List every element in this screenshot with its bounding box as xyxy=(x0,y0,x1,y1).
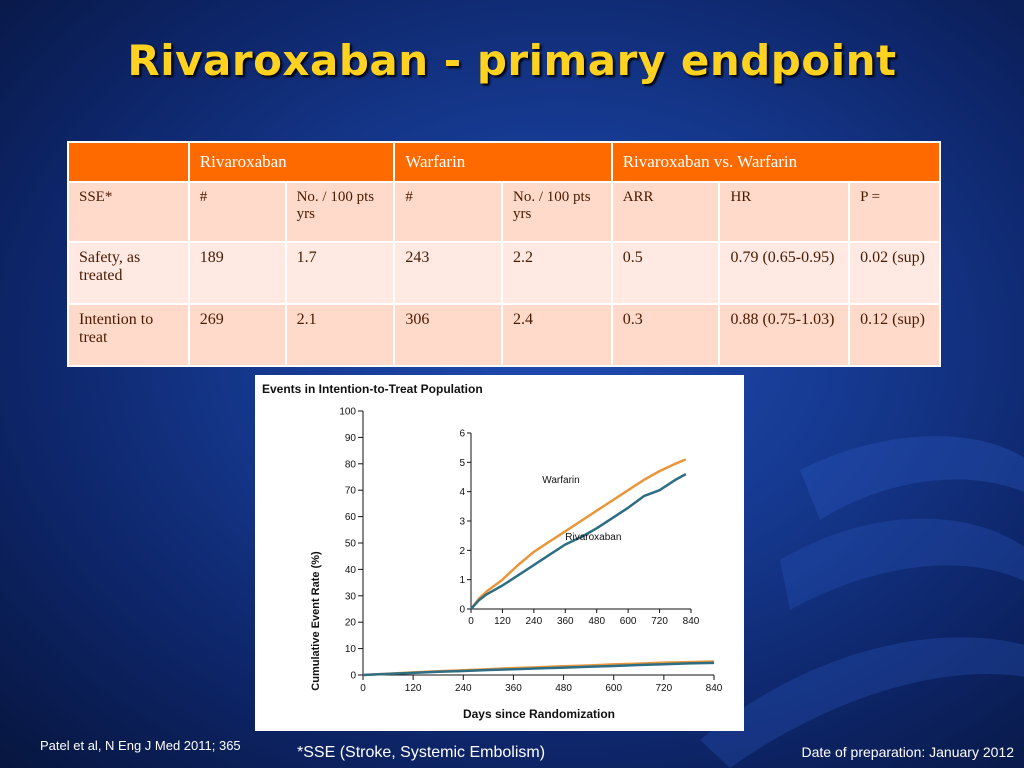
subheader-cell: ARR xyxy=(610,181,721,243)
inset-axes: 0 1 2 3 4 5 6 0 120 240 360 480 600 720 840 xyxy=(459,429,699,628)
header-cell-rivaroxaban: Rivaroxaban xyxy=(187,141,396,183)
footnote: *SSE (Stroke, Systemic Embolism) xyxy=(297,744,546,761)
table-cell: Safety, as treated xyxy=(67,240,190,305)
chart-panel: Events in Intention-to-Treat Population … xyxy=(255,375,744,731)
table-cell: 0.5 xyxy=(610,240,721,305)
subheader-cell: P = xyxy=(848,181,941,243)
series-label-warfarin: Warfarin xyxy=(542,475,579,486)
main-y-tick-label: 90 xyxy=(345,433,357,444)
inset-x-tick-label: 360 xyxy=(557,616,574,627)
table-cell: 0.02 (sup) xyxy=(848,240,941,305)
table-cell: 1.7 xyxy=(284,240,396,305)
main-y-tick-label: 20 xyxy=(345,618,357,629)
main-series-line-rivaroxaban xyxy=(362,661,715,677)
table-cell: 2.4 xyxy=(501,302,613,368)
inset-x-tick-label: 480 xyxy=(588,616,605,627)
results-table: Rivaroxaban Warfarin Rivaroxaban vs. War… xyxy=(67,141,942,368)
main-y-tick-label: 70 xyxy=(345,486,357,497)
inset-x-tick-label: 720 xyxy=(651,616,668,627)
main-lines xyxy=(362,660,715,677)
main-y-tick-label: 80 xyxy=(345,459,357,470)
subheader-cell: No. / 100 pts yrs xyxy=(284,181,396,243)
table-cell: 269 xyxy=(187,302,287,368)
inset-y-tick-label: 0 xyxy=(459,605,465,616)
inset-x-tick-label: 600 xyxy=(620,616,637,627)
table-cell: 0.3 xyxy=(610,302,721,368)
date-of-preparation: Date of preparation: January 2012 xyxy=(801,744,1014,760)
chart-title: Events in Intention-to-Treat Population xyxy=(262,382,483,396)
main-x-tick-label: 240 xyxy=(455,683,472,694)
inset-y-tick-label: 5 xyxy=(459,458,465,469)
subheader-cell: No. / 100 pts yrs xyxy=(501,181,613,243)
inset-y-tick-label: 1 xyxy=(459,575,465,586)
main-x-tick-label: 120 xyxy=(405,683,422,694)
table-cell: 0.88 (0.75-1.03) xyxy=(718,302,851,368)
main-y-tick-label: 10 xyxy=(345,644,357,655)
subheader-cell: HR xyxy=(718,181,851,243)
subheader-cell: SSE* xyxy=(67,181,190,243)
table-cell: 2.2 xyxy=(501,240,613,305)
inset-x-tick-label: 120 xyxy=(494,616,511,627)
main-x-tick-label: 480 xyxy=(555,683,572,694)
inset-y-tick-label: 2 xyxy=(459,546,465,557)
table-row: Safety, as treated 189 1.7 243 2.2 0.5 0… xyxy=(67,240,941,305)
main-y-tick-label: 50 xyxy=(345,539,357,550)
main-x-tick-label: 600 xyxy=(605,683,622,694)
main-x-tick-label: 840 xyxy=(706,683,723,694)
table-cell: 2.1 xyxy=(284,302,396,368)
inset-x-tick-label: 240 xyxy=(526,616,543,627)
inset-series-line-warfarin xyxy=(470,458,687,610)
citation: Patel et al, N Eng J Med 2011; 365 xyxy=(40,738,241,753)
header-cell-warfarin: Warfarin xyxy=(393,141,613,183)
main-x-tick-label: 720 xyxy=(656,683,673,694)
table-cell: 0.79 (0.65-0.95) xyxy=(718,240,851,305)
table-cell: 306 xyxy=(393,302,504,368)
table-cell: Intention to treat xyxy=(67,302,190,368)
subheader-cell: # xyxy=(393,181,504,243)
y-axis-label: Cumulative Event Rate (%) xyxy=(310,551,322,691)
events-chart: Events in Intention-to-Treat Population … xyxy=(262,382,723,721)
table-row: Intention to treat 269 2.1 306 2.4 0.3 0… xyxy=(67,302,941,368)
header-cell xyxy=(67,141,190,183)
table-cell: 189 xyxy=(187,240,287,305)
main-y-tick-label: 30 xyxy=(345,591,357,602)
header-cell-comparison: Rivaroxaban vs. Warfarin xyxy=(610,141,942,183)
slide-title: Rivaroxaban - primary endpoint xyxy=(127,36,897,85)
main-y-tick-label: 100 xyxy=(339,407,356,418)
main-y-tick-label: 40 xyxy=(345,565,357,576)
main-y-tick-label: 60 xyxy=(345,512,357,523)
subheader-cell: # xyxy=(187,181,287,243)
inset-series-line-rivaroxaban xyxy=(470,473,687,610)
inset-x-tick-label: 0 xyxy=(468,616,474,627)
inset-lines: Warfarin Rivaroxaban xyxy=(470,458,687,610)
inset-x-tick-label: 840 xyxy=(683,616,700,627)
inset-y-tick-label: 6 xyxy=(459,429,465,440)
inset-y-tick-label: 3 xyxy=(459,517,465,528)
table-cell: 0.12 (sup) xyxy=(848,302,941,368)
inset-y-tick-label: 4 xyxy=(459,487,465,498)
table-header-row: Rivaroxaban Warfarin Rivaroxaban vs. War… xyxy=(67,141,942,183)
table-subheader-row: SSE* # No. / 100 pts yrs # No. / 100 pts… xyxy=(67,181,941,243)
main-x-tick-label: 0 xyxy=(360,683,366,694)
main-x-tick-label: 360 xyxy=(505,683,522,694)
series-label-rivaroxaban: Rivaroxaban xyxy=(565,532,621,543)
table-cell: 243 xyxy=(393,240,504,305)
x-axis-label: Days since Randomization xyxy=(463,707,615,721)
main-y-tick-label: 0 xyxy=(350,671,356,682)
